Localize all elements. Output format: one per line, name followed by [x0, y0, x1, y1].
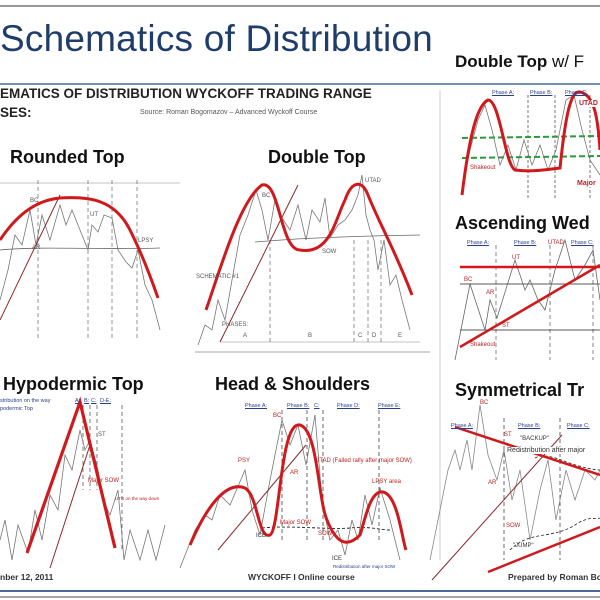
double-top-w-title-rest: w/ F [547, 52, 585, 71]
hypodermic-top-diagram [0, 396, 166, 569]
phase-label: A: [75, 398, 81, 404]
chart-label: UTAD [578, 100, 599, 107]
chart-label: BC [273, 413, 282, 419]
slide-title: Schematics of Distribution [0, 18, 433, 59]
chart-label: Major SOW [280, 520, 312, 526]
chart-label: UT [90, 212, 98, 218]
phase-label: Phase C: [571, 240, 594, 246]
phase-label: Phase A: [467, 240, 490, 246]
head-shoulders-title: Head & Shoulders [215, 374, 371, 394]
note: podermic Top [0, 406, 33, 412]
chart-label: "JUMP" [513, 543, 534, 549]
double-top-diagram [195, 174, 430, 353]
phase-label: B: [84, 398, 90, 404]
phase-label: Phase D: [337, 403, 360, 409]
double-top-title: Double Top [268, 147, 366, 167]
double-top-w-title: Double Top w/ F [455, 52, 584, 72]
chart-label: PHASES: [222, 322, 249, 328]
chart-label: SCHEMATIC #1 [196, 274, 240, 280]
phase-label: Phase B: [530, 90, 553, 96]
chart-label: Shakeout [470, 165, 496, 171]
note: stribution on the way [0, 398, 51, 404]
chart-label: SOW [506, 523, 521, 529]
chart-label: Major SOW [88, 478, 120, 484]
chart-label: ST [504, 432, 512, 438]
chart-label: SOW [322, 249, 337, 255]
subtitle-line1: EMATICS OF DISTRIBUTION WYCKOFF TRADING … [0, 86, 372, 101]
chart-label: UTAD [365, 178, 381, 184]
chart-label: AR [32, 245, 41, 251]
double-top-w-diagram [460, 90, 600, 200]
chart-label: SOW [318, 531, 333, 537]
symmetrical-triangle-title: Symmetrical Tr [455, 380, 585, 400]
chart-label: ICE [256, 533, 267, 539]
footer-date: nber 12, 2011 [0, 572, 54, 582]
phase-label: Phase A: [245, 403, 268, 409]
chart-label: LPSY area [372, 479, 401, 485]
chart-label: AR [488, 480, 497, 486]
double-top-w-title-bold: Double Top [455, 52, 548, 71]
chart-label: AR [486, 290, 495, 296]
chart-label: BC [30, 198, 39, 204]
phase-label: C: [91, 398, 97, 404]
chart-label: UT [512, 255, 520, 261]
ascending-wedge-title: Ascending Wed [455, 213, 590, 233]
rounded-top-title: Rounded Top [10, 147, 125, 167]
phase-label: Phase B: [518, 423, 541, 429]
head-shoulders-diagram [179, 410, 408, 569]
chart-label: BC [480, 400, 489, 406]
chart-label: BC [262, 193, 271, 199]
source-note: Source: Roman Bogomazov – Advanced Wycko… [140, 109, 318, 116]
subtitle-line2: SES: [0, 105, 32, 120]
rounded-top-diagram [0, 180, 180, 340]
phase-letter: D [372, 333, 377, 339]
hypodermic-top-title: Hypodermic Top [3, 374, 144, 394]
chart-label: PSY [238, 458, 251, 464]
chart-label: AR [290, 470, 299, 476]
phase-label: Phase A: [492, 90, 515, 96]
chart-label: LPSY [138, 238, 154, 244]
chart-label: ST [98, 432, 106, 438]
chart-label: "BACKUP" [520, 436, 549, 442]
footer-course: WYCKOFF I Online course [248, 572, 355, 582]
phase-label: Phase C: [567, 423, 590, 429]
phase-label: Phase E: [378, 403, 401, 409]
chart-label: UTR on the way down [115, 496, 160, 501]
chart-label: ST [502, 323, 510, 329]
chart-label: Major [576, 180, 597, 187]
phase-label: Phase B: [287, 403, 310, 409]
chart-label: ICE [332, 556, 343, 562]
phase-label: C: [314, 403, 320, 409]
footer-author: Prepared by Roman Bog [508, 572, 600, 582]
phase-letter: B [308, 333, 313, 339]
chart-label: Redistribution after major SOW [333, 564, 396, 569]
phase-label: Phase C: [565, 90, 588, 96]
phase-label: D-E: [100, 398, 111, 404]
phase-letter: C [358, 333, 363, 339]
phase-letter: E [398, 333, 403, 339]
phase-label: Phase A: [451, 423, 474, 429]
chart-label: UTAD [548, 240, 564, 246]
chart-label: Shakeout [470, 342, 496, 348]
ascending-wedge-diagram [454, 238, 600, 361]
phase-label: Phase B: [514, 240, 537, 246]
phase-letter: A [243, 333, 248, 339]
chart-label: UTAD (Failed rally after major SOW) [315, 458, 412, 464]
symmetrical-triangle-diagram [429, 404, 600, 581]
chart-label: BC [464, 277, 473, 283]
chart-label: Redistribution after major [506, 447, 587, 454]
